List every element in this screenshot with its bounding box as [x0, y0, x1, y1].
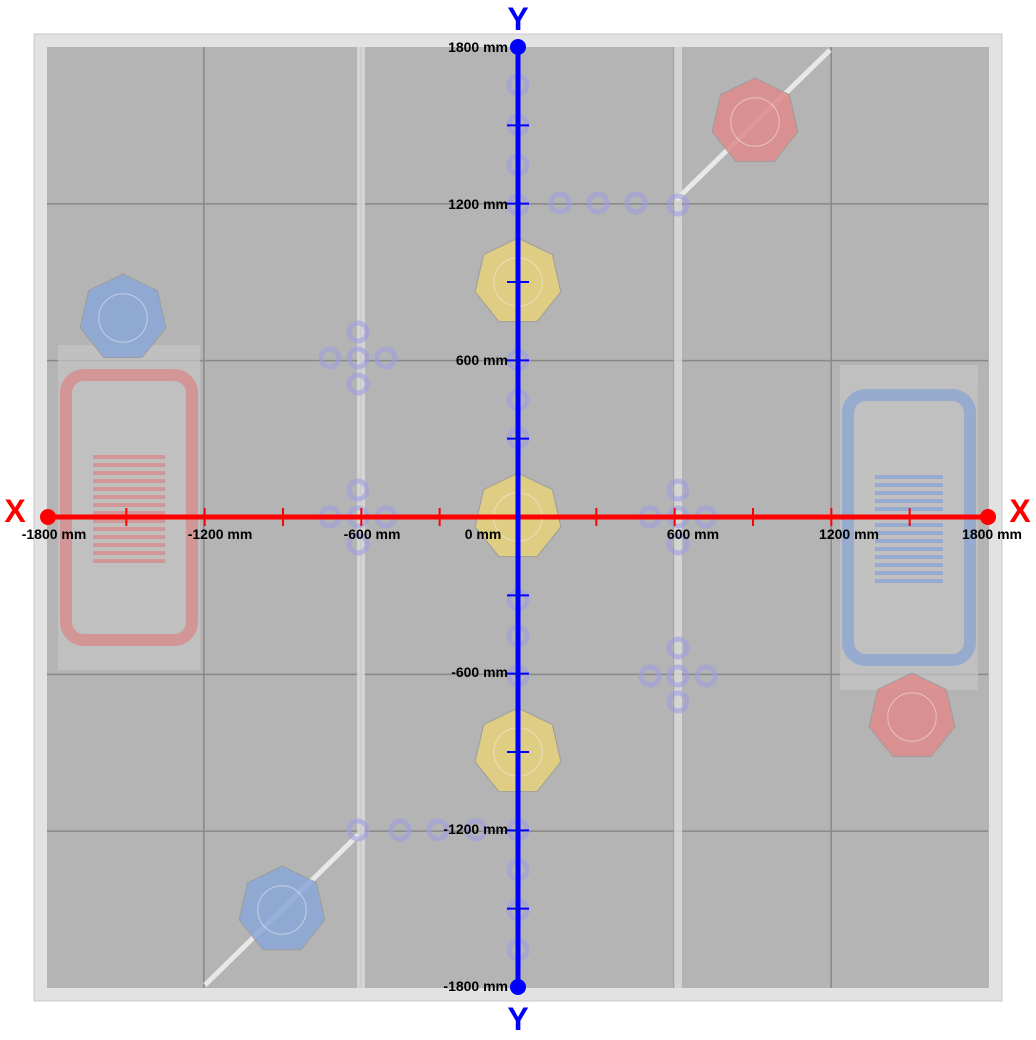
goal-stripe [93, 463, 165, 467]
goal-stripe [93, 487, 165, 491]
red-robot-body [711, 77, 799, 163]
ring [346, 320, 370, 344]
goal-stripe [875, 499, 943, 503]
x-tick-label: -1800 mm [22, 526, 87, 542]
blue-robot [238, 865, 326, 951]
y-tick-label: -1200 mm [443, 821, 508, 837]
goal-stripe [875, 491, 943, 495]
ring [374, 346, 398, 370]
goal-stripe [875, 571, 943, 575]
x-tick-label: 1800 mm [962, 526, 1022, 542]
ring [586, 191, 610, 215]
ring [346, 818, 370, 842]
y-tick-label: 600 mm [456, 352, 508, 368]
goal-stripe [875, 555, 943, 559]
goal-stripe [93, 551, 165, 555]
y-axis-endpoint [510, 39, 526, 55]
coordinate-axes [40, 39, 996, 995]
ring [666, 636, 690, 660]
goal-base [58, 345, 200, 670]
goal-base [840, 365, 978, 690]
y-tick-label: -1800 mm [443, 978, 508, 994]
goal-stripe [875, 547, 943, 551]
ring [346, 532, 370, 556]
blue-robot-ring [98, 293, 148, 343]
goal-stripe [875, 579, 943, 583]
goal-stripe [93, 495, 165, 499]
x-tick-label: 600 mm [667, 526, 719, 542]
ring [638, 664, 662, 688]
blue-robot-ring [257, 885, 307, 935]
goal-stripe [93, 479, 165, 483]
y-axis-endpoint [510, 979, 526, 995]
ring [426, 818, 450, 842]
axis-labels: X X Y Y -1800 mm -1200 mm -600 mm 0 mm 6… [4, 1, 1031, 1037]
goal-stripe [875, 483, 943, 487]
goal-stripe [875, 531, 943, 535]
ring [346, 346, 370, 370]
x-axis-letter-right: X [1009, 493, 1031, 529]
alliance-goal [840, 365, 978, 690]
y-tick-label: 1800 mm [448, 39, 508, 55]
y-tick-label: -600 mm [451, 664, 508, 680]
alliance-goal [58, 345, 200, 670]
ring [694, 664, 718, 688]
goal-stripe [875, 563, 943, 567]
goal-stripe [93, 519, 165, 523]
blue-robot [79, 273, 167, 359]
goal-stripe [93, 503, 165, 507]
y-axis-letter-bottom: Y [507, 1001, 528, 1035]
ring [388, 818, 412, 842]
goal-stripe [93, 527, 165, 531]
x-axis-endpoint [40, 509, 56, 525]
ring [666, 478, 690, 502]
goal-stripe [875, 539, 943, 543]
ring [464, 818, 488, 842]
red-robot [711, 77, 799, 163]
red-robot-ring [730, 97, 780, 147]
goal-stripe [93, 559, 165, 563]
goal-stripe [93, 543, 165, 547]
red-robot-ring [887, 692, 937, 742]
x-axis-endpoint [980, 509, 996, 525]
ring [346, 372, 370, 396]
red-robot [868, 672, 956, 758]
blue-robot-body [79, 273, 167, 359]
x-tick-label: 1200 mm [819, 526, 879, 542]
ring [318, 346, 342, 370]
ring [624, 191, 648, 215]
red-robot-body [868, 672, 956, 758]
goal-stripe [93, 511, 165, 515]
ring [666, 690, 690, 714]
ring [666, 664, 690, 688]
ring [548, 191, 572, 215]
goal-frame [842, 389, 976, 666]
ring [666, 193, 690, 217]
y-axis-letter-top: Y [507, 1, 528, 37]
x-tick-label: -1200 mm [188, 526, 253, 542]
x-axis-letter-left: X [4, 493, 26, 529]
x-tick-label: 0 mm [465, 526, 502, 542]
goal-stripe [875, 475, 943, 479]
x-tick-label: -600 mm [344, 526, 401, 542]
y-tick-label: 1200 mm [448, 196, 508, 212]
goal-stripe [93, 471, 165, 475]
ring [346, 478, 370, 502]
goal-frame [60, 369, 198, 646]
ring [666, 532, 690, 556]
goal-stripe [93, 455, 165, 459]
blue-robot-body [238, 865, 326, 951]
goal-stripe [93, 535, 165, 539]
